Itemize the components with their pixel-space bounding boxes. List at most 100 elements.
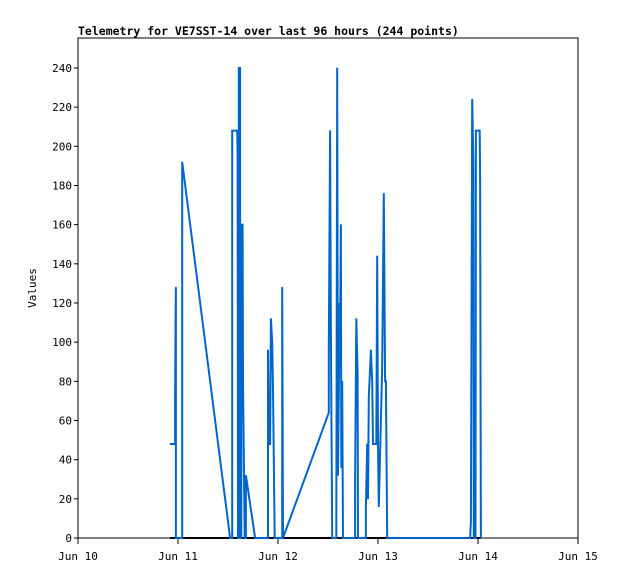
data-point	[376, 255, 378, 257]
data-point	[245, 537, 247, 539]
data-point	[471, 98, 473, 100]
data-point	[340, 224, 342, 226]
data-point	[336, 67, 338, 69]
x-tick-label: Jun 13	[358, 550, 398, 563]
y-tick-label: 200	[52, 140, 72, 153]
data-point	[271, 341, 273, 343]
data-point	[239, 537, 241, 539]
data-point	[236, 130, 238, 132]
data-point	[386, 537, 388, 539]
x-tick-label: Jun 14	[458, 550, 498, 563]
y-tick-label: 120	[52, 297, 72, 310]
data-point	[365, 506, 367, 508]
data-point	[254, 537, 256, 539]
data-point	[354, 482, 356, 484]
chart-title: Telemetry for VE7SST-14 over last 96 hou…	[78, 24, 459, 38]
data-point	[242, 380, 244, 382]
data-point	[330, 333, 332, 335]
data-point	[244, 537, 246, 539]
data-point	[231, 537, 233, 539]
data-point	[328, 349, 330, 351]
y-tick-label: 100	[52, 336, 72, 349]
data-point	[181, 161, 183, 163]
y-tick-label: 20	[59, 493, 72, 506]
data-point	[339, 333, 341, 335]
y-tick-label: 240	[52, 62, 72, 75]
data-point	[231, 130, 233, 132]
x-tick-label: Jun 12	[258, 550, 298, 563]
data-point	[328, 412, 330, 414]
data-point	[267, 349, 269, 351]
data-point	[169, 443, 171, 445]
data-point	[473, 537, 475, 539]
data-point	[270, 318, 272, 320]
data-point	[269, 443, 271, 445]
data-point	[238, 67, 240, 69]
data-point	[174, 325, 177, 328]
data-point	[377, 443, 379, 445]
data-point	[175, 286, 177, 288]
y-axis: 0 20 40 60 80 100 120 140 160 180 200 220 240	[52, 62, 78, 545]
x-tick-label: Jun 15	[558, 550, 598, 563]
data-point	[181, 537, 183, 539]
data-point	[237, 537, 239, 539]
data-point	[174, 404, 176, 406]
data-point	[236, 153, 239, 155]
data-point	[240, 224, 242, 226]
data-point	[372, 443, 374, 445]
data-point	[472, 161, 475, 163]
plot-area	[77, 37, 579, 539]
y-tick-label: 140	[52, 258, 72, 271]
data-point	[335, 537, 337, 539]
data-point	[238, 537, 240, 539]
data-point	[341, 380, 343, 382]
data-point	[375, 443, 377, 445]
data-point	[357, 537, 359, 539]
data-point	[479, 177, 481, 179]
data-point	[366, 443, 368, 445]
data-point	[470, 521, 472, 523]
data-point	[175, 537, 177, 539]
data-point	[378, 506, 380, 508]
x-axis: Jun 10 Jun 11 Jun 12 Jun 13 Jun 14 Jun 15	[58, 538, 598, 563]
y-tick-label: 60	[59, 414, 72, 427]
data-point	[240, 537, 242, 539]
data-point	[475, 130, 477, 132]
data-point	[354, 537, 356, 539]
x-tick-label: Jun 10	[58, 550, 98, 563]
x-tick-label: Jun 11	[158, 550, 198, 563]
data-point	[337, 474, 339, 476]
data-point	[339, 302, 341, 304]
series-line	[170, 67, 482, 539]
data-point	[480, 537, 482, 539]
data-point	[274, 537, 276, 539]
data-point	[365, 537, 367, 539]
data-point	[371, 380, 373, 382]
y-tick-label: 40	[59, 454, 72, 467]
data-point	[267, 537, 269, 539]
data-point	[370, 349, 372, 351]
data-point	[384, 380, 386, 382]
y-tick-label: 80	[59, 375, 72, 388]
data-point	[241, 224, 244, 226]
data-point	[469, 537, 471, 539]
y-tick-label: 160	[52, 219, 72, 232]
data-point	[385, 380, 387, 382]
data-point	[479, 130, 481, 132]
y-axis-label: Values	[26, 268, 39, 308]
data-point	[342, 537, 344, 539]
data-point	[281, 286, 283, 288]
y-tick-label: 180	[52, 179, 72, 192]
data-point	[174, 443, 176, 445]
data-point	[331, 537, 333, 539]
y-tick-label: 220	[52, 101, 72, 114]
data-point	[282, 537, 284, 539]
data-point	[381, 365, 383, 367]
series	[169, 67, 482, 539]
y-tick-label: 0	[65, 532, 72, 545]
data-point	[229, 537, 231, 539]
data-point	[474, 537, 477, 539]
data-point	[245, 474, 247, 476]
data-point	[355, 318, 357, 320]
